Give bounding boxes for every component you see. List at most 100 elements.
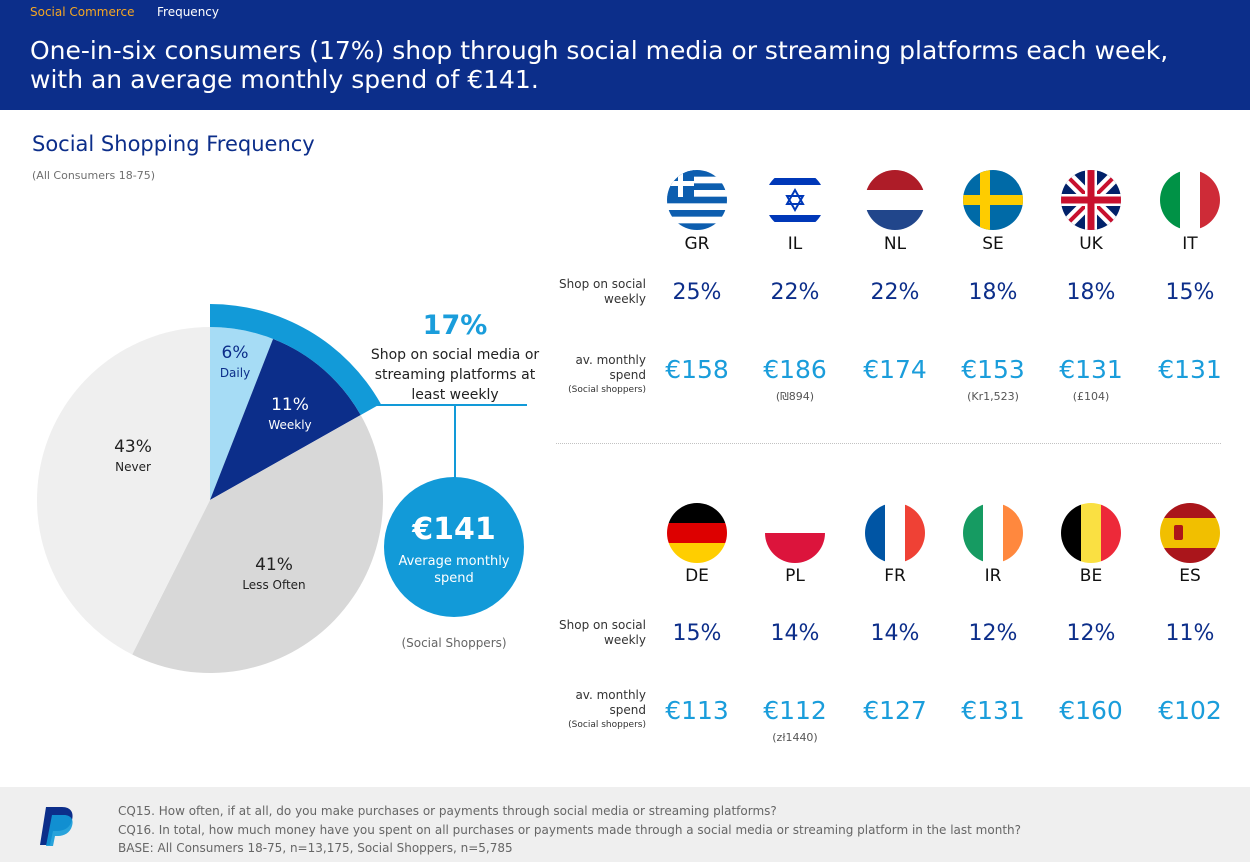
footnote-cq16: CQ16. In total, how much money have you … [118,823,1021,837]
footnote-cq15: CQ15. How often, if at all, do you make … [118,804,777,818]
breadcrumb-section[interactable]: Social Commerce [30,5,135,19]
monthly-spend-it: €131 [1158,355,1222,384]
average-spend-label: Average monthly spend [398,554,510,586]
flag-stripe [667,190,727,197]
flag-stripe [667,170,727,177]
flag-stripe-white [865,190,925,210]
breadcrumb-page[interactable]: Frequency [157,5,219,19]
local-currency-pl: (zł1440) [772,731,818,744]
flag-stripe-red [865,170,925,190]
flag-stripe [667,176,727,184]
row-label-spend: av. monthly spend (Social shoppers) [548,353,646,398]
page-headline: One-in-six consumers (17%) shop through … [30,36,1169,94]
flag-star-down [785,195,805,213]
flag-stripe-red [1101,503,1121,563]
weekly-share-ir: 12% [968,621,1018,646]
monthly-spend-be: €160 [1059,696,1123,725]
flag-stripe-red [667,523,727,543]
row-divider [556,443,1221,444]
flag-stripe-red-top [1160,503,1220,518]
flag-gr-icon [667,170,727,230]
paypal-logo-icon [40,807,73,846]
flag-stripe-blue [865,210,925,230]
flag-cross-h [963,195,1023,205]
flag-stripe-green [1160,170,1180,230]
country-code-uk: UK [1079,234,1103,254]
flag-stripe [667,203,727,211]
flag-stripe-black [667,503,727,523]
flag-stripe-white [1180,170,1200,230]
flag-stripe-white [765,503,825,533]
weekly-share-es: 11% [1165,621,1215,646]
row-label-spend-text: av. monthly spend [575,353,646,382]
country-column-uk: UK 18% €131 (£104) [1046,0,1136,862]
weekly-share-fr: 14% [870,621,920,646]
monthly-spend-nl: €174 [863,355,927,384]
pie-label-daily-name: Daily [220,366,250,380]
country-column-fr: FR 14% €127 [850,0,940,862]
monthly-spend-ir: €131 [961,696,1025,725]
flag-stripe-blue [865,503,885,563]
country-column-it: IT 15% €131 [1145,0,1235,862]
country-column-nl: NL 22% €174 [850,0,940,862]
monthly-spend-es: €102 [1158,696,1222,725]
pie-label-daily-value: 6% [222,343,249,363]
pie-highlight-ring [210,304,381,416]
country-code-pl: PL [785,566,805,586]
country-code-gr: GR [684,234,710,254]
pie-label-less-often-name: Less Often [242,578,305,592]
country-column-se: SE 18% €153 (Kr1,523) [948,0,1038,862]
pie-label-less-often-value: 41% [255,555,293,575]
flag-stripe-yellow [1160,518,1220,548]
row-label-weekly: Shop on social weekly [559,277,646,306]
weekly-share-de: 15% [672,621,722,646]
local-currency-se: (Kr1,523) [967,390,1019,403]
flag-stripe-gold [667,543,727,563]
monthly-spend-pl: €112 [763,696,827,725]
weekly-share-value: 17% [422,310,488,341]
pie-slice-weekly [210,338,361,500]
flag-stripe [667,223,727,230]
header-banner: Social Commerce Frequency One-in-six con… [0,0,1250,110]
flag-be-icon [1061,503,1121,563]
country-column-gr: GR 25% €158 [652,0,742,862]
pie-label-weekly-value: 11% [271,395,309,415]
flag-ir-icon [963,503,1023,563]
country-code-se: SE [982,234,1004,254]
country-code-de: DE [685,566,709,586]
country-column-pl: PL 14% €112 (zł1440) [750,0,840,862]
pie-label-never-value: 43% [114,437,152,457]
country-code-it: IT [1182,234,1198,254]
flag-stripe [667,216,727,224]
frequency-pie-chart: 6% Daily 11% Weekly 41% Less Often 43% Never [36,304,527,673]
flag-cross-h-red [1061,196,1121,204]
row-label-spend-2: av. monthly spend (Social shoppers) [548,688,646,733]
row-label-spend-note: (Social shoppers) [568,385,646,395]
weekly-share-nl: 22% [870,280,920,305]
flag-pl-icon [765,503,825,563]
flag-stripe-top [765,178,825,185]
flag-stripe [667,183,727,191]
flag-stripe-white [885,503,905,563]
flag-stripe-green [963,503,983,563]
country-code-ir: IR [984,566,1002,586]
country-column-de: DE 15% €113 [652,0,742,862]
pie-label-weekly-name: Weekly [268,418,311,432]
weekly-share-uk: 18% [1066,280,1116,305]
flag-coat-of-arms [1174,525,1183,540]
pie-slice-never [36,327,211,655]
country-code-il: IL [787,234,803,254]
weekly-share-it: 15% [1165,280,1215,305]
flag-stripe-red [1200,170,1220,230]
monthly-spend-il: €186 [763,355,827,384]
flag-es-icon [1160,503,1220,563]
country-code-be: BE [1079,566,1103,586]
monthly-spend-de: €113 [665,696,729,725]
monthly-spend-uk: €131 [1059,355,1123,384]
flag-fr-icon [865,503,925,563]
flag-stripe-bottom [765,215,825,222]
average-spend-base: (Social Shoppers) [401,636,507,650]
flag-cross-h [667,181,694,186]
row-label-spend-note-2: (Social shoppers) [568,720,646,730]
monthly-spend-se: €153 [961,355,1025,384]
